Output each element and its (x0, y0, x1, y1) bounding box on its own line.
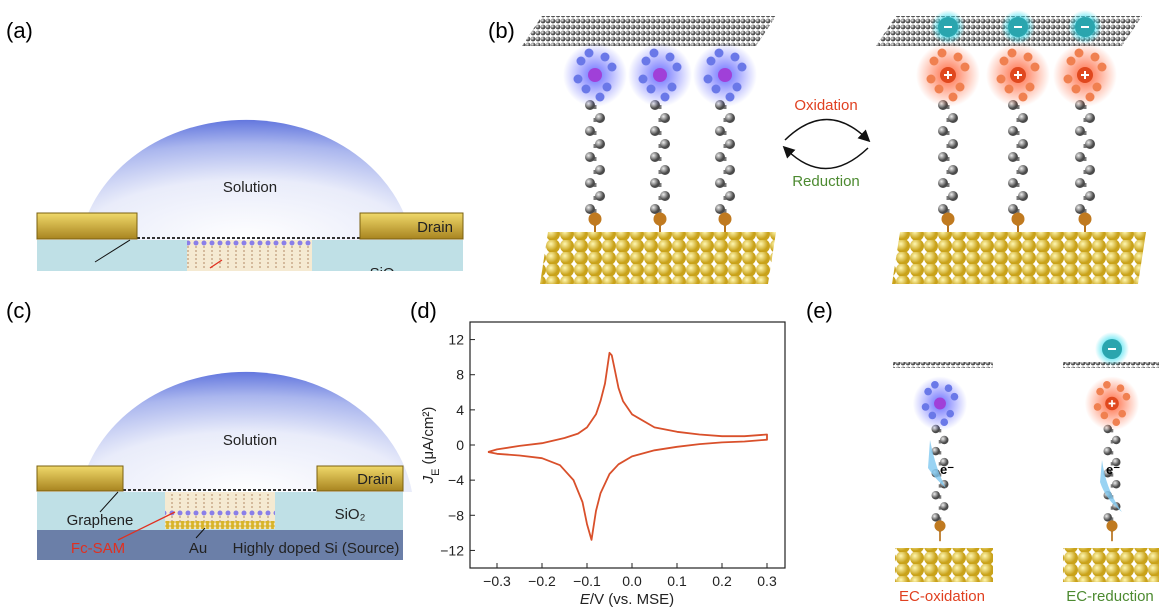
electron-label: e⁻ (940, 462, 954, 477)
label: Drain (357, 471, 393, 488)
panel-label: (b) (488, 18, 515, 43)
electron-cloud (1100, 460, 1122, 512)
graphene-sheet (522, 16, 776, 46)
y-tick-label: 12 (448, 332, 464, 348)
ferrocene (628, 43, 692, 107)
molecule-chain (713, 98, 737, 239)
schematic-e: e⁻ e⁻ EC-oxidation EC-reduction (893, 331, 1159, 605)
label: EC-oxidation (899, 588, 985, 605)
molecule-chain (648, 98, 672, 239)
drain-electrode (359, 212, 464, 240)
pointer (195, 527, 206, 539)
label: Reduction (792, 173, 860, 190)
y-tick-label: 4 (456, 402, 464, 418)
gold-surface (540, 232, 776, 284)
electron-cloud (928, 440, 946, 488)
panel-label: (a) (6, 18, 33, 43)
sam (187, 240, 312, 270)
subscript: E (430, 468, 442, 475)
label: Oxidation (794, 97, 857, 114)
drain-electrode (316, 465, 404, 492)
label: SiO₂ (370, 265, 401, 282)
electron-label: e⁻ (1106, 462, 1120, 477)
label: EC-reduction (1066, 588, 1154, 605)
label: SiO₂ (335, 506, 366, 523)
label: Solution (223, 432, 277, 449)
panel-label: (e) (806, 298, 833, 323)
cv-curve (487, 351, 768, 541)
anion (1094, 331, 1130, 367)
molecular-schematic-b: Oxidation Reduction (522, 9, 1146, 284)
y-tick-label: 0 (456, 437, 464, 453)
molecule-chain (930, 423, 950, 543)
label: Solution (223, 179, 277, 196)
pointer (99, 491, 119, 513)
molecule-chain (583, 98, 607, 239)
anion (1000, 9, 1036, 45)
cv-chart: JE(μA/cm²) E/V (vs. MSE) −0.3 −0.2 −0.1 0.0… (420, 321, 786, 607)
source-electrode (36, 212, 138, 240)
gold-layer (165, 521, 275, 529)
x-tick-label: 0.0 (622, 573, 642, 589)
panel-label: (d) (410, 298, 437, 323)
gold-surface (1063, 548, 1159, 582)
label: Fc-SAM (71, 540, 125, 557)
y-tick-label: 8 (456, 367, 464, 383)
plot-frame (469, 321, 786, 569)
molecule-chain (1073, 98, 1097, 239)
anion (1067, 9, 1103, 45)
anion (930, 9, 966, 45)
solution-drop (80, 371, 412, 492)
device-schematic-c: Solution Drain Graphene SiO₂ Fc-SAM Au H… (36, 371, 412, 560)
y-tick-label: −12 (440, 542, 464, 558)
ferrocene (912, 376, 968, 431)
pointer (209, 259, 223, 269)
x-tick-label: 0.1 (667, 573, 687, 589)
graphene (893, 362, 993, 368)
ferrocenium (985, 42, 1051, 108)
device-schematic-a: Solution Drain SiO₂ (36, 119, 464, 282)
pointer (94, 239, 131, 263)
substrate-layer (37, 530, 403, 560)
molecule-chain (1006, 98, 1030, 239)
oxidation-arrow (784, 118, 871, 143)
symbol: E (580, 591, 591, 607)
unit: /V (vs. MSE) (590, 591, 674, 607)
gold-surface (892, 232, 1146, 284)
gold-surface (895, 548, 993, 582)
x-tick-label: 0.2 (712, 573, 732, 589)
reduction-arrow (782, 145, 869, 170)
x-tick-label: −0.3 (483, 573, 511, 589)
ferrocenium (1083, 375, 1141, 432)
ferrocenium (1052, 42, 1118, 108)
label: Au (189, 540, 207, 557)
sam (165, 492, 275, 522)
label: Drain (417, 219, 453, 236)
panel-label: (c) (6, 298, 32, 323)
y-tick-label: −8 (448, 507, 464, 523)
y-axis-label: JE (μA/cm²) (420, 407, 442, 485)
x-axis-label: E/V (vs. MSE) (580, 591, 674, 607)
symbol: J (420, 475, 437, 484)
ferrocenium (915, 42, 981, 108)
x-tick-label: −0.1 (573, 573, 601, 589)
x-tick-label: 0.3 (757, 573, 777, 589)
pointer (117, 511, 176, 541)
solution-drop (80, 119, 412, 240)
source-electrode (36, 465, 124, 492)
unit: (μA/cm²) (420, 407, 437, 465)
ferrocene (563, 43, 627, 107)
x-tick-label: −0.2 (528, 573, 556, 589)
label: Graphene (67, 512, 134, 529)
molecule-chain (936, 98, 960, 239)
label: Highly doped Si (Source) (233, 540, 400, 557)
ferrocene (693, 43, 757, 107)
y-tick-label: −4 (448, 472, 464, 488)
